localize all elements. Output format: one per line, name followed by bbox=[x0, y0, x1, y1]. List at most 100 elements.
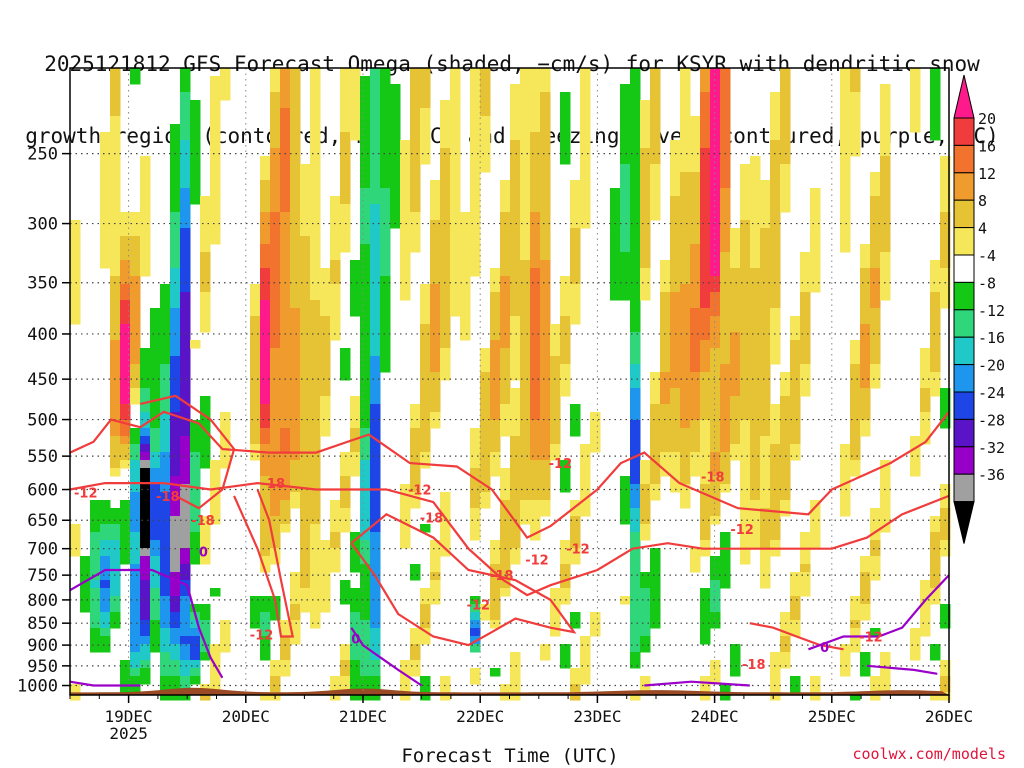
omega-cell bbox=[590, 420, 601, 429]
omega-cell bbox=[130, 340, 141, 349]
omega-cell bbox=[730, 452, 741, 461]
omega-cell bbox=[130, 276, 141, 285]
omega-cell bbox=[700, 436, 711, 445]
omega-cell bbox=[910, 652, 921, 661]
omega-cell bbox=[160, 628, 171, 637]
omega-cell bbox=[930, 588, 941, 597]
omega-cell bbox=[270, 308, 281, 317]
omega-cell bbox=[500, 244, 511, 253]
omega-cell bbox=[300, 420, 311, 429]
omega-cell bbox=[490, 588, 501, 597]
omega-cell bbox=[280, 476, 291, 485]
omega-cell bbox=[590, 444, 601, 453]
omega-cell bbox=[550, 348, 561, 357]
colorbar-band bbox=[953, 446, 975, 475]
omega-cell bbox=[630, 220, 641, 229]
omega-cell bbox=[620, 508, 631, 517]
omega-cell bbox=[450, 108, 461, 117]
omega-cell bbox=[490, 412, 501, 421]
omega-cell bbox=[580, 84, 591, 93]
omega-cell bbox=[490, 612, 501, 621]
omega-cell bbox=[390, 92, 401, 101]
omega-cell bbox=[250, 620, 261, 629]
omega-cell bbox=[350, 396, 361, 405]
omega-cell bbox=[200, 604, 211, 613]
omega-cell bbox=[330, 308, 341, 317]
omega-cell bbox=[120, 292, 131, 301]
omega-cell bbox=[690, 196, 701, 205]
omega-cell bbox=[760, 572, 771, 581]
omega-cell bbox=[780, 84, 791, 93]
omega-cell bbox=[260, 596, 271, 605]
credit-link[interactable]: coolwx.com/models bbox=[852, 745, 1006, 763]
omega-cell bbox=[370, 340, 381, 349]
omega-cell bbox=[840, 476, 851, 485]
omega-cell bbox=[560, 332, 571, 341]
omega-cell bbox=[250, 316, 261, 325]
omega-cell bbox=[250, 404, 261, 413]
omega-cell bbox=[580, 156, 591, 165]
omega-cell bbox=[260, 644, 271, 653]
omega-cell bbox=[120, 532, 131, 541]
omega-cell bbox=[670, 228, 681, 237]
omega-cell bbox=[680, 460, 691, 469]
omega-cell bbox=[270, 460, 281, 469]
omega-cell bbox=[500, 412, 511, 421]
omega-cell bbox=[170, 588, 181, 597]
omega-cell bbox=[740, 260, 751, 269]
omega-cell bbox=[310, 460, 321, 469]
omega-cell bbox=[520, 500, 531, 509]
omega-cell bbox=[190, 516, 201, 525]
omega-cell bbox=[800, 316, 811, 325]
omega-cell bbox=[750, 484, 761, 493]
omega-cell bbox=[140, 588, 151, 597]
omega-cell bbox=[160, 388, 171, 397]
omega-cell bbox=[320, 276, 331, 285]
omega-cell bbox=[790, 572, 801, 581]
omega-cell bbox=[500, 260, 511, 269]
omega-cell bbox=[170, 148, 181, 157]
omega-cell bbox=[360, 212, 371, 221]
omega-cell bbox=[780, 396, 791, 405]
omega-cell bbox=[580, 92, 591, 101]
omega-cell bbox=[750, 348, 761, 357]
omega-cell bbox=[360, 284, 371, 293]
omega-cell bbox=[700, 548, 711, 557]
omega-cell bbox=[550, 356, 561, 365]
omega-cell bbox=[680, 356, 691, 365]
omega-cell bbox=[330, 292, 341, 301]
omega-cell bbox=[320, 364, 331, 373]
omega-cell bbox=[260, 292, 271, 301]
omega-cell bbox=[430, 212, 441, 221]
omega-cell bbox=[630, 476, 641, 485]
omega-cell bbox=[470, 108, 481, 117]
omega-cell bbox=[620, 132, 631, 141]
omega-cell bbox=[720, 212, 731, 221]
omega-cell bbox=[510, 420, 521, 429]
omega-cell bbox=[390, 148, 401, 157]
omega-cell bbox=[370, 508, 381, 517]
omega-cell bbox=[140, 188, 151, 197]
omega-cell bbox=[140, 252, 151, 261]
omega-cell bbox=[700, 484, 711, 493]
omega-cell bbox=[650, 100, 661, 109]
omega-cell bbox=[710, 412, 721, 421]
omega-cell bbox=[470, 236, 481, 245]
omega-cell bbox=[530, 92, 541, 101]
omega-cell bbox=[750, 172, 761, 181]
omega-cell bbox=[140, 524, 151, 533]
omega-cell bbox=[720, 180, 731, 189]
omega-cell bbox=[260, 692, 271, 701]
omega-cell bbox=[280, 196, 291, 205]
omega-cell bbox=[310, 436, 321, 445]
omega-cell bbox=[750, 308, 761, 317]
omega-cell bbox=[430, 188, 441, 197]
omega-cell bbox=[300, 236, 311, 245]
omega-cell bbox=[520, 356, 531, 365]
omega-cell bbox=[170, 404, 181, 413]
omega-cell bbox=[650, 604, 661, 613]
omega-cell bbox=[720, 284, 731, 293]
omega-cell bbox=[850, 372, 861, 381]
omega-cell bbox=[210, 188, 221, 197]
omega-cell bbox=[650, 204, 661, 213]
